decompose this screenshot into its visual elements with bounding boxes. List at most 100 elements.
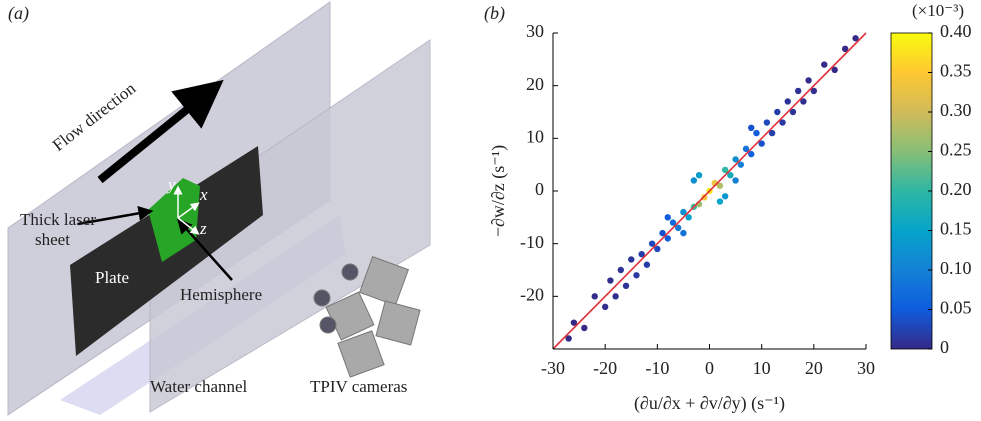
- cameras-label: TPIV cameras: [310, 377, 407, 396]
- point: [628, 256, 635, 263]
- point: [591, 293, 598, 300]
- point: [607, 277, 614, 284]
- point: [680, 229, 687, 237]
- point: [716, 198, 724, 205]
- point: [669, 219, 677, 226]
- point: [633, 272, 640, 279]
- axis-label: x: [199, 185, 208, 204]
- point: [841, 45, 849, 52]
- lens: [313, 289, 331, 307]
- point: [779, 119, 786, 126]
- axis-label: z: [199, 219, 207, 238]
- colorbar-tick-label: 0.40: [940, 21, 972, 41]
- point: [810, 87, 818, 95]
- colorbar: [890, 32, 933, 350]
- laser-label: Thick laser: [20, 210, 96, 229]
- axis-arrow: [177, 217, 200, 235]
- point: [748, 150, 755, 158]
- point: [732, 156, 739, 163]
- colorbar-tick-label: 0.25: [940, 140, 972, 160]
- point: [742, 145, 750, 153]
- y-axis-label: −∂w/∂z (s⁻¹): [488, 145, 509, 237]
- plate-label: Plate: [95, 268, 129, 287]
- point: [601, 303, 609, 311]
- point: [831, 66, 838, 74]
- y-tick-label: 10: [526, 126, 544, 146]
- x-tick-label: 30: [857, 358, 875, 378]
- laser-label: sheet: [35, 230, 70, 249]
- point: [664, 214, 671, 221]
- x-tick-label: 20: [805, 358, 823, 378]
- colorbar-tick-label: 0: [940, 337, 949, 357]
- point: [763, 119, 771, 126]
- point: [737, 161, 744, 168]
- panel-label: (b): [484, 3, 505, 24]
- camera: [337, 330, 385, 378]
- y-tick-label: -10: [520, 232, 544, 252]
- y-tick-label: 20: [526, 74, 544, 94]
- point: [789, 108, 797, 116]
- point: [748, 124, 755, 131]
- camera: [359, 256, 409, 306]
- laser-sheet: [148, 178, 200, 262]
- point: [774, 108, 781, 116]
- hemisphere-label: Hemisphere: [180, 285, 262, 304]
- x-tick-label: -10: [645, 358, 669, 378]
- colorbar-tick-label: 0.10: [940, 258, 972, 278]
- diagram: (a) Flow direction Thick laser sheet y x…: [7, 1, 431, 416]
- point: [570, 319, 578, 326]
- point: [617, 266, 625, 274]
- point: [794, 87, 802, 95]
- y-tick-label: -20: [520, 284, 544, 304]
- colorbar-tick-label: 0.35: [940, 61, 972, 81]
- camera: [375, 300, 421, 346]
- flow-arrow: [97, 79, 224, 184]
- y-tick-label: 0: [535, 179, 544, 199]
- point: [565, 335, 572, 342]
- x-axis-label: (∂u/∂x + ∂v/∂y) (s⁻¹): [634, 393, 785, 414]
- laser-arrow: [77, 205, 154, 226]
- colorbar-tick-label: 0.15: [940, 219, 972, 239]
- axis-arrow: [177, 202, 200, 219]
- point: [800, 98, 807, 105]
- point: [727, 172, 734, 179]
- point: [732, 177, 739, 184]
- point: [690, 177, 698, 184]
- colorbar-label: (×10⁻³): [912, 1, 964, 20]
- cameras: [313, 256, 421, 378]
- point: [659, 229, 666, 237]
- point: [675, 224, 682, 232]
- lens: [319, 316, 337, 334]
- point: [716, 182, 724, 189]
- point: [852, 35, 859, 42]
- point: [648, 240, 656, 247]
- x-tick-label: 0: [705, 358, 714, 378]
- axis-label: y: [166, 175, 176, 194]
- flow-label: Flow direction: [49, 78, 140, 155]
- colorbar-tick-label: 0.05: [940, 298, 972, 318]
- point: [821, 61, 828, 68]
- point: [622, 282, 630, 289]
- point: [721, 166, 729, 174]
- point: [758, 140, 765, 147]
- x-tick-label: -30: [541, 358, 565, 378]
- point: [753, 129, 760, 137]
- point: [643, 261, 651, 268]
- y-tick-label: 30: [526, 21, 544, 41]
- point: [664, 235, 671, 242]
- x-tick-label: 10: [753, 358, 771, 378]
- front-wall: [149, 39, 431, 413]
- point: [612, 293, 619, 300]
- point: [721, 193, 729, 200]
- point: [784, 98, 791, 105]
- point: [654, 245, 661, 253]
- point: [581, 324, 588, 332]
- colorbar-tick-label: 0.20: [940, 179, 972, 199]
- point: [695, 172, 703, 179]
- lens: [341, 263, 359, 281]
- panel-label: (a): [8, 3, 29, 24]
- point: [685, 214, 692, 221]
- channel-label: Water channel: [150, 377, 248, 396]
